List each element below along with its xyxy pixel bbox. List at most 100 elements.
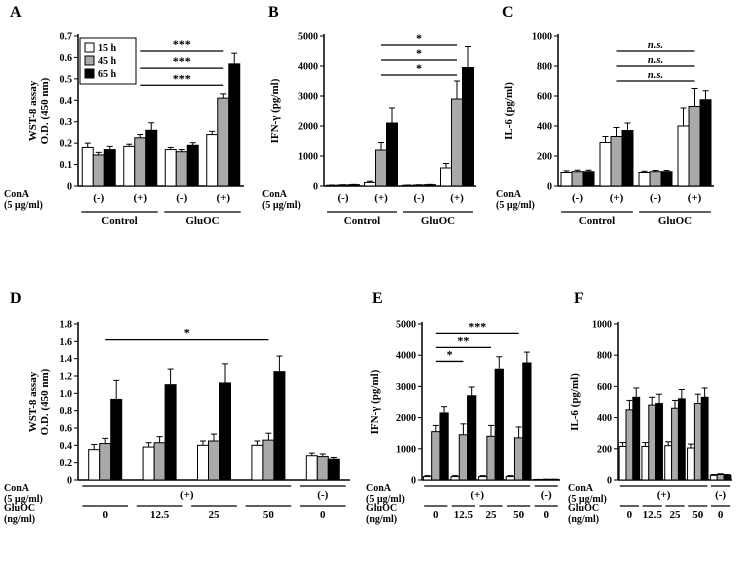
chart-f: IL-6 (pg/ml) 0 200 400 600 800 1000 ConA(5 µg/m…: [568, 320, 732, 525]
y-tick-label: 0.6: [60, 53, 73, 64]
y-tick-label: 4000: [298, 62, 318, 73]
bar: [582, 171, 595, 187]
y-tick-label: 0: [313, 182, 318, 193]
bar: [439, 412, 449, 481]
significance-label: n.s.: [648, 40, 663, 51]
group-label: (-): [414, 192, 425, 204]
y-tick-label: 0.4: [60, 441, 73, 452]
bar: [153, 442, 166, 481]
y-tick-label: 0: [607, 476, 612, 487]
bar: [671, 407, 679, 481]
row-label: (5 µg/ml): [496, 200, 535, 211]
y-tick-label: 0: [411, 476, 416, 487]
row-label: ConA: [4, 483, 30, 494]
y-tick-label: 1000: [592, 320, 612, 331]
bar: [716, 474, 725, 481]
y-axis-label: O.D. (450 nm): [39, 368, 51, 435]
bar: [123, 145, 136, 187]
panel-c: IL-6 (pg/ml) 0 200 400 600 800 1000 n.s. n.s. n.s…: [494, 2, 736, 286]
significance-label: *: [447, 347, 453, 361]
group-label: (-): [176, 192, 187, 204]
y-tick-label: 2000: [298, 122, 318, 133]
row-label: ConA: [366, 483, 392, 494]
significance-label: ***: [173, 37, 191, 51]
significance-label: *: [416, 46, 422, 60]
bar: [251, 444, 264, 481]
bar: [677, 398, 686, 481]
y-tick-label: 0.2: [60, 139, 73, 150]
row-label: (5 µg/ml): [366, 494, 405, 505]
group-label: 50: [513, 509, 525, 521]
y-tick-label: 0.1: [60, 160, 73, 171]
bar: [103, 149, 116, 187]
bar: [486, 435, 496, 481]
bar: [478, 476, 488, 481]
bar: [648, 404, 657, 481]
y-axis-label: WST-8 assay: [27, 371, 39, 432]
bar: [632, 396, 641, 481]
bar: [422, 476, 433, 481]
group-label: (-): [338, 192, 349, 204]
y-tick-label: 1.2: [60, 372, 73, 383]
group-label: 0: [718, 509, 724, 521]
group-label: Control: [579, 215, 615, 227]
y-tick-label: 600: [537, 92, 552, 103]
chart-a: WST-8 assay O.D. (450 nm) 0 0.1 0.2 0.3 0.4 0.5…: [4, 32, 244, 227]
y-tick-label: 800: [537, 62, 552, 73]
bar: [693, 403, 702, 481]
bar: [462, 67, 474, 187]
y-tick-label: 1.4: [60, 354, 73, 365]
legend-swatch: [84, 68, 95, 79]
bar: [709, 474, 718, 481]
panel-label-d: D: [10, 290, 22, 307]
y-tick-label: 3000: [396, 382, 416, 393]
group-label: 50: [692, 509, 704, 521]
legend-swatch: [84, 55, 95, 66]
y-tick-label: 400: [537, 122, 552, 133]
group-label: 12.5: [150, 509, 170, 521]
y-tick-label: 4000: [396, 351, 416, 362]
bar: [522, 362, 532, 481]
bar: [208, 440, 220, 481]
group-label: (-): [650, 192, 661, 204]
y-tick-label: 5000: [298, 32, 318, 43]
y-tick-label: 0: [67, 476, 72, 487]
bar: [599, 142, 612, 187]
group-label: (+): [470, 489, 484, 501]
y-axis-label: IFN-γ (pg/ml): [269, 78, 281, 143]
bar: [316, 456, 329, 481]
panel-d: WST-8 assay O.D. (450 nm) 0 0.2 0.4 0.6 0.8 1.0…: [2, 288, 362, 580]
group-label: (+): [610, 192, 624, 204]
bar: [641, 445, 650, 481]
y-tick-label: 0.8: [60, 406, 73, 417]
bar: [164, 384, 177, 481]
y-tick-label: 0.2: [60, 458, 73, 469]
bar: [305, 455, 318, 481]
group-label: 0: [102, 509, 108, 521]
group-label: 12.5: [454, 509, 474, 521]
bar: [700, 396, 709, 481]
significance-label: n.s.: [648, 55, 663, 66]
group-label: Control: [344, 215, 380, 227]
legend-label: 65 h: [98, 69, 117, 80]
panel-f: IL-6 (pg/ml) 0 200 400 600 800 1000 ConA (5 µg/m…: [566, 288, 736, 580]
y-tick-label: 0: [547, 182, 552, 193]
group-label: (+): [450, 192, 464, 204]
significance-label: n.s.: [648, 70, 663, 81]
y-axis-label: IFN-γ (pg/ml): [369, 369, 381, 434]
significance-label: *: [184, 326, 190, 340]
bar: [687, 447, 695, 481]
row-label: ConA: [262, 189, 288, 200]
group-label: 0: [543, 509, 549, 521]
bar: [164, 149, 177, 187]
significance-label: *: [416, 31, 422, 45]
y-tick-label: 0.3: [60, 117, 73, 128]
bar: [431, 431, 441, 481]
bar: [327, 458, 340, 481]
row-label: (ng/ml): [366, 514, 397, 525]
bar: [440, 167, 452, 187]
group-label: (+): [657, 489, 671, 501]
legend: 15 h 45 h 65 h: [79, 37, 137, 85]
group-label: GluOC: [421, 215, 455, 227]
group-label: (+): [374, 192, 388, 204]
